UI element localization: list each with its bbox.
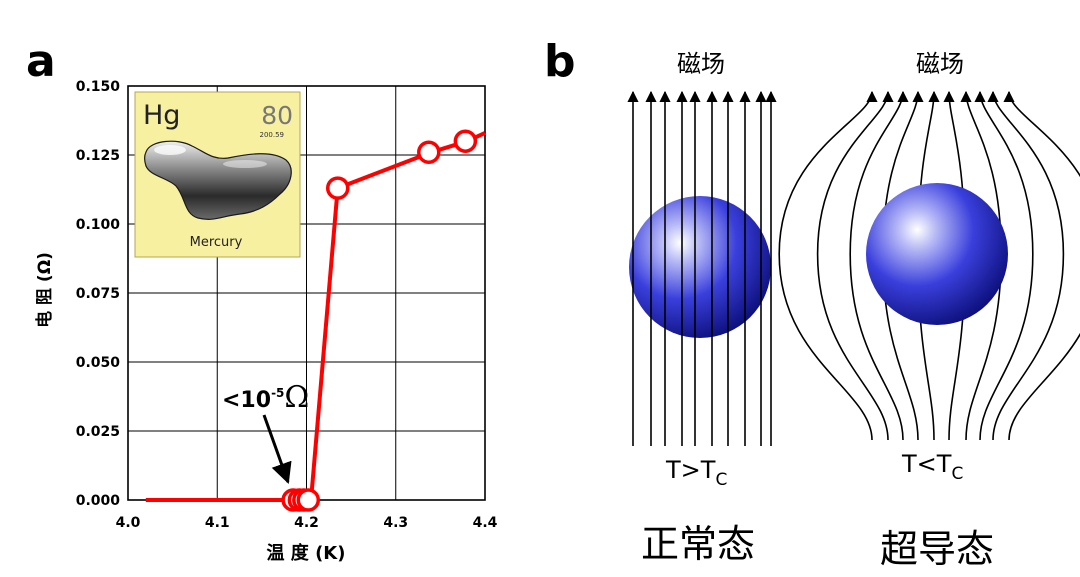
y-axis-label: 电 阻 (Ω) — [34, 252, 55, 328]
field-line-curved — [849, 90, 909, 441]
panel-b-label: b — [544, 36, 576, 87]
y-tick-label: 0.150 — [76, 79, 121, 95]
y-tick-label: 0.125 — [76, 148, 120, 164]
mercury-highlight-2 — [223, 160, 267, 168]
state-super-label: 超导态 — [880, 527, 994, 571]
condition-right: T<TC — [901, 450, 963, 484]
data-point-marker — [453, 129, 478, 153]
mercury-highlight — [154, 145, 186, 155]
element-symbol: Hg — [143, 100, 180, 131]
condition-left: T>TC — [665, 456, 727, 490]
x-tick-label: 4.0 — [116, 515, 141, 531]
data-point-marker — [325, 176, 350, 200]
element-atomic-number: 80 — [261, 101, 293, 130]
mercury-element-card: Hg 80 200.59 Mercury — [134, 91, 301, 258]
state-normal-label: 正常态 — [641, 522, 755, 566]
field-line-curved — [1003, 90, 1080, 441]
field-label-left: 磁场 — [677, 50, 725, 78]
annotation-text: <10-5Ω — [222, 380, 309, 415]
field-line-curved — [778, 90, 878, 441]
data-point-marker — [296, 488, 321, 512]
data-series — [145, 129, 486, 512]
normal-state-diagram — [627, 90, 777, 446]
y-tick-label: 0.100 — [76, 217, 121, 233]
field-line-curved — [816, 90, 894, 441]
element-name: Mercury — [190, 235, 243, 250]
y-tick-label: 0.075 — [76, 286, 120, 302]
x-tick-label: 4.4 — [473, 515, 498, 531]
superconducting-sphere — [866, 183, 1008, 325]
field-line-curved — [974, 90, 1034, 441]
x-tick-label: 4.3 — [383, 515, 408, 531]
panel-a-label: a — [26, 36, 56, 87]
field-line-curved — [987, 90, 1065, 441]
y-ticks: 0.000 0.025 0.050 0.075 0.100 0.125 0.150 — [76, 79, 121, 509]
x-ticks: 4.0 4.1 4.2 4.3 4.4 — [116, 515, 498, 531]
x-axis-label: 温 度 (K) — [267, 542, 346, 564]
field-lines-straight — [627, 90, 777, 446]
y-tick-label: 0.000 — [76, 493, 121, 509]
annotation-arrow — [262, 414, 292, 484]
y-tick-label: 0.050 — [76, 355, 121, 371]
x-tick-label: 4.1 — [205, 515, 230, 531]
element-atomic-mass: 200.59 — [260, 131, 285, 139]
mercury-droplet-icon — [143, 140, 292, 220]
resistance-annotation: <10-5Ω — [222, 380, 309, 484]
y-tick-label: 0.025 — [76, 424, 120, 440]
field-label-right: 磁场 — [916, 50, 964, 78]
superconducting-state-diagram — [778, 90, 1080, 441]
x-tick-label: 4.2 — [294, 515, 319, 531]
data-point-marker — [417, 140, 441, 164]
